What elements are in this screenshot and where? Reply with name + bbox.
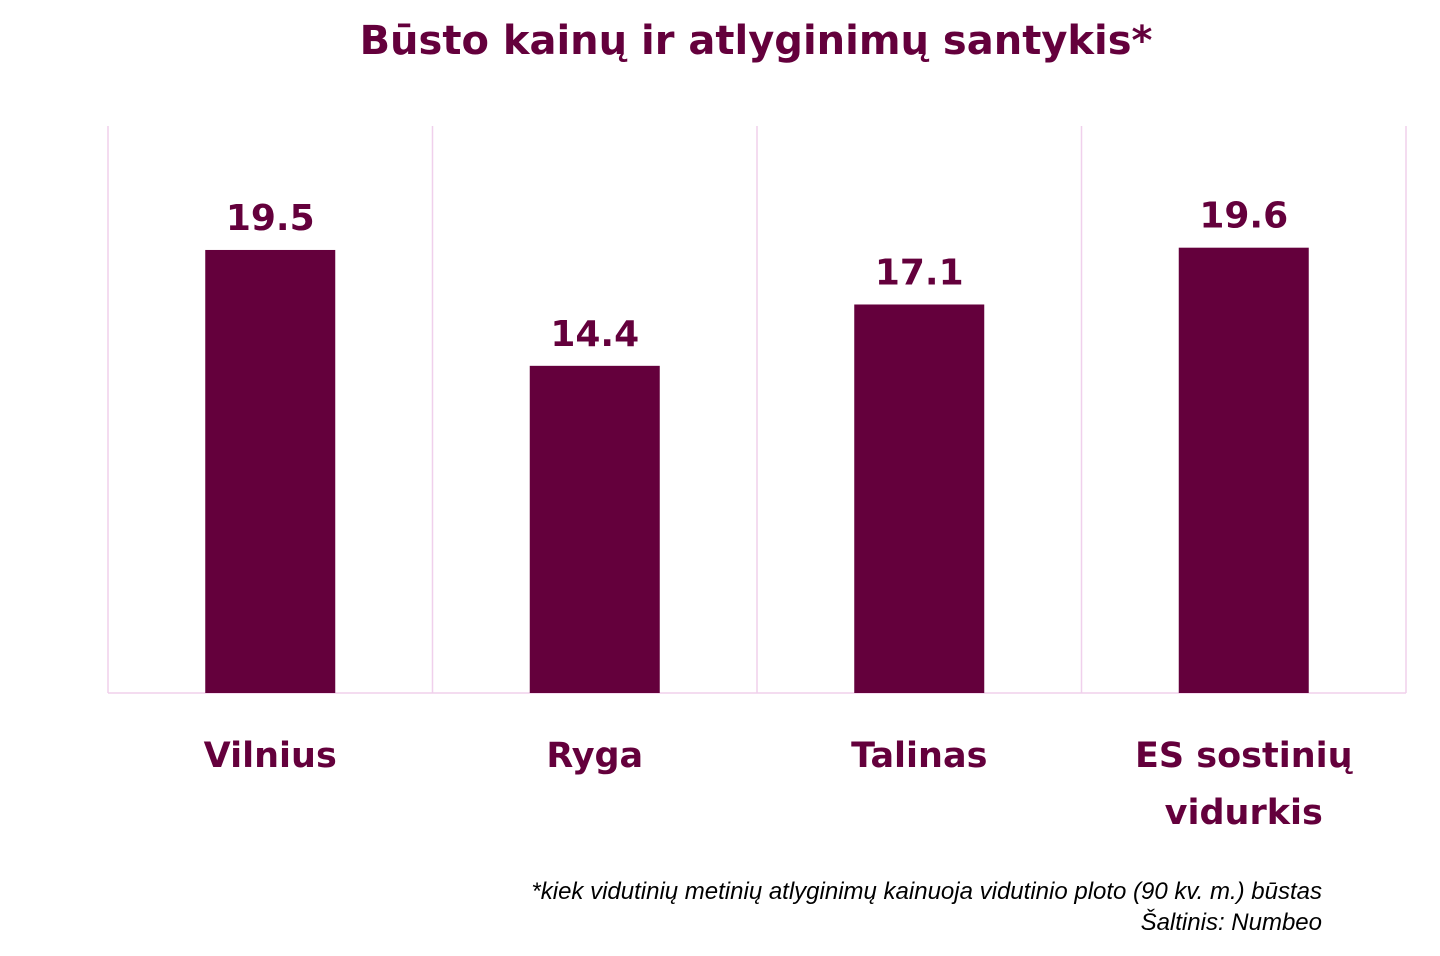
bar-4 — [1178, 247, 1309, 694]
category-label: Talinas — [851, 736, 987, 776]
bar-3 — [854, 304, 985, 693]
value-label: 17.1 — [875, 252, 964, 293]
category-label: vidurkis — [1165, 793, 1323, 833]
bar-chart: 19.5 Vilnius 14.4 Ryga 17.1 Talinas 19.6 ES sos… — [107, 126, 1407, 833]
chart-title: Būsto kainų ir atlyginimų santykis* — [359, 18, 1153, 64]
value-label: 19.5 — [226, 198, 315, 239]
footnote-source: Šaltinis: Numbeo — [1140, 909, 1322, 936]
value-label: 14.4 — [550, 314, 639, 355]
value-label: 19.6 — [1199, 196, 1288, 237]
chart-footnote: *kiek vidutinių metinių atlyginimų kainu… — [531, 876, 1322, 938]
bar-1 — [205, 249, 336, 693]
footnote-definition: *kiek vidutinių metinių atlyginimų kainu… — [531, 878, 1322, 905]
category-label: Vilnius — [204, 736, 337, 776]
bar-2 — [529, 365, 660, 693]
category-label: Ryga — [546, 736, 643, 776]
category-label: ES sostinių — [1135, 736, 1354, 776]
